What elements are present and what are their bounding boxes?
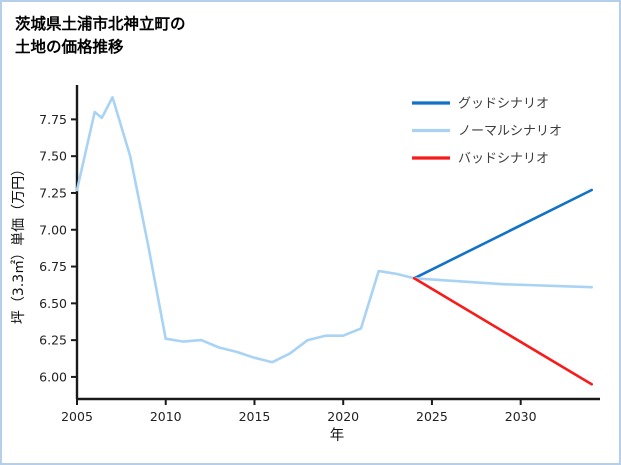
legend-label-good: グッドシナリオ: [458, 97, 549, 112]
y-tick-label-4: 7.00: [39, 222, 67, 237]
series-line-normal-scenario: [412, 276, 594, 289]
y-axis-label: 坪（3.3㎡）単価（万円）: [11, 162, 27, 324]
page-title: 茨城県土浦市北神立町の 土地の価格推移: [15, 13, 186, 60]
y-tick-label-1: 6.25: [39, 333, 67, 348]
y-tick-label-7: 7.75: [39, 112, 67, 127]
series-line-historical: [75, 96, 416, 364]
x-tick-label-3: 2020: [327, 409, 359, 424]
series-line-bad-scenario: [412, 276, 594, 386]
title-line-2: 土地の価格推移: [15, 38, 124, 57]
y-tick-label-2: 6.50: [39, 296, 67, 311]
x-tick-label-5: 2030: [505, 409, 537, 424]
legend-label-normal: ノーマルシナリオ: [458, 124, 562, 139]
title-line-1: 茨城県土浦市北神立町の: [15, 15, 186, 33]
legend-label-bad: バッドシナリオ: [458, 152, 549, 167]
y-tick-label-6: 7.50: [39, 149, 67, 164]
y-tick-label-3: 6.75: [39, 259, 67, 274]
x-tick-label-4: 2025: [416, 409, 448, 424]
x-tick-label-1: 2010: [150, 409, 182, 424]
y-tick-label-0: 6.00: [39, 369, 67, 384]
series-line-good-scenario: [412, 188, 594, 280]
x-tick-label-0: 2005: [61, 409, 93, 424]
y-tick-label-5: 7.25: [39, 185, 67, 200]
x-axis-label: 年: [330, 427, 345, 444]
x-tick-label-2: 2015: [239, 409, 271, 424]
